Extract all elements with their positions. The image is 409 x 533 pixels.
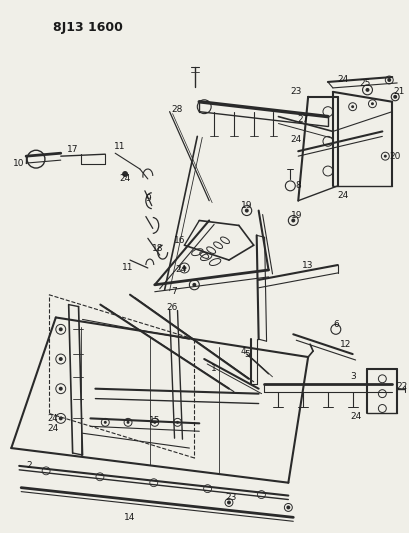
Text: 17: 17 — [67, 145, 79, 154]
Circle shape — [153, 421, 156, 424]
Text: 5: 5 — [244, 350, 249, 359]
Circle shape — [59, 327, 63, 332]
Circle shape — [176, 421, 179, 424]
Circle shape — [393, 95, 397, 99]
Circle shape — [122, 171, 128, 177]
Text: 24: 24 — [47, 414, 58, 423]
Text: 6: 6 — [333, 320, 339, 329]
Text: 27: 27 — [297, 115, 309, 124]
Text: 15: 15 — [149, 416, 160, 425]
Circle shape — [366, 88, 369, 92]
Text: 8: 8 — [295, 181, 301, 190]
Text: 24: 24 — [337, 76, 348, 85]
Circle shape — [286, 505, 290, 510]
Text: 19: 19 — [241, 201, 252, 210]
Text: 21: 21 — [393, 87, 405, 96]
Circle shape — [227, 500, 231, 504]
Text: 25: 25 — [360, 79, 371, 88]
Text: 16: 16 — [174, 236, 185, 245]
Text: 24: 24 — [119, 174, 131, 183]
Text: 24: 24 — [291, 135, 302, 144]
Circle shape — [351, 105, 354, 108]
Text: 13: 13 — [302, 261, 314, 270]
Text: 12: 12 — [340, 340, 351, 349]
Text: 23: 23 — [225, 493, 237, 502]
Circle shape — [384, 155, 387, 158]
Circle shape — [182, 266, 187, 270]
Circle shape — [59, 387, 63, 391]
Text: 3: 3 — [350, 373, 355, 381]
Text: 20: 20 — [389, 152, 401, 160]
Text: 4: 4 — [241, 346, 247, 356]
Text: 1: 1 — [211, 365, 217, 374]
Text: 28: 28 — [172, 105, 183, 114]
Text: 18: 18 — [152, 244, 164, 253]
Text: 11: 11 — [122, 263, 134, 272]
Circle shape — [291, 219, 295, 222]
Text: 9: 9 — [145, 194, 151, 203]
Text: 2: 2 — [26, 462, 32, 471]
Text: 24: 24 — [176, 265, 187, 274]
Circle shape — [387, 78, 391, 82]
Text: 24: 24 — [47, 424, 58, 433]
Text: 10: 10 — [13, 159, 25, 167]
Circle shape — [104, 421, 107, 424]
Text: 24: 24 — [350, 412, 361, 421]
Text: 19: 19 — [290, 211, 302, 220]
Text: 14: 14 — [124, 513, 136, 522]
Text: 23: 23 — [290, 87, 302, 96]
Circle shape — [192, 283, 196, 287]
Circle shape — [371, 102, 374, 105]
Text: 24: 24 — [337, 191, 348, 200]
Text: 11: 11 — [115, 142, 126, 151]
Text: 26: 26 — [166, 303, 177, 312]
Circle shape — [59, 416, 63, 421]
Circle shape — [59, 357, 63, 361]
Circle shape — [126, 421, 130, 424]
Text: 8J13 1600: 8J13 1600 — [53, 21, 123, 34]
Circle shape — [245, 208, 249, 213]
Text: 22: 22 — [396, 382, 408, 391]
Text: 7: 7 — [172, 287, 178, 296]
